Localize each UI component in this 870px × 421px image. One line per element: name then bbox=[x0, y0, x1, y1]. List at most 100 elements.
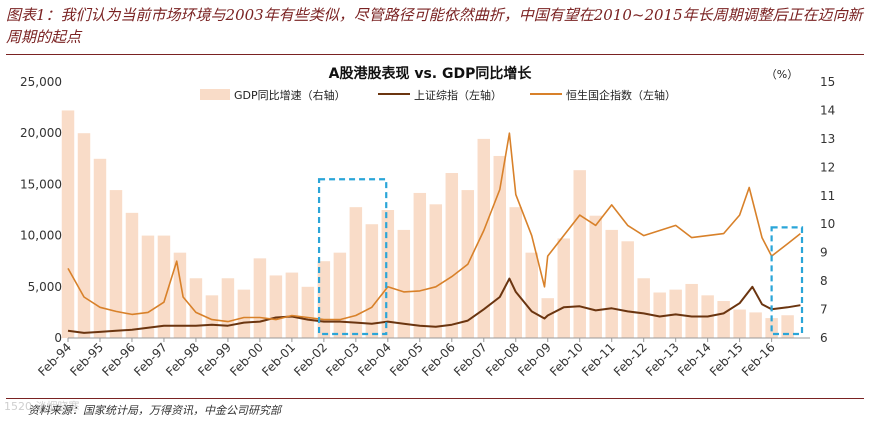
gdp-bar bbox=[285, 272, 299, 338]
hscei-line bbox=[67, 132, 801, 323]
x-tick-label: Feb-13 bbox=[643, 340, 682, 379]
gdp-bar bbox=[125, 212, 139, 338]
gdp-bar bbox=[493, 155, 507, 338]
right-tick-label: 7 bbox=[820, 303, 828, 317]
gdp-bar bbox=[781, 315, 794, 338]
legend-label-hscei: 恒生国企指数（左轴） bbox=[566, 88, 676, 102]
left-tick-label: 10,000 bbox=[20, 229, 62, 243]
gdp-bar bbox=[589, 215, 602, 338]
x-tick-label: Feb-07 bbox=[451, 340, 490, 379]
right-tick-label: 12 bbox=[820, 160, 835, 174]
gdp-bar bbox=[205, 295, 219, 338]
gdp-bar bbox=[141, 235, 155, 338]
x-tick-label: Feb-03 bbox=[323, 340, 362, 379]
right-tick-label: 8 bbox=[820, 274, 828, 288]
x-tick-label: Feb-14 bbox=[675, 340, 714, 379]
gdp-bar bbox=[685, 283, 698, 338]
gdp-bar bbox=[397, 229, 411, 338]
x-tick-label: Feb-12 bbox=[611, 340, 650, 379]
gdp-bar bbox=[365, 224, 379, 338]
right-tick-label: 11 bbox=[820, 189, 835, 203]
x-tick-label: Feb-94 bbox=[35, 340, 74, 379]
gdp-bar bbox=[749, 312, 762, 338]
x-tick-label: Feb-95 bbox=[67, 340, 106, 379]
gdp-bar bbox=[221, 278, 235, 338]
watermark: 1520 淡烟晓寒 bbox=[4, 400, 80, 413]
gdp-bar bbox=[173, 252, 187, 338]
x-tick-label: Feb-02 bbox=[291, 340, 330, 379]
right-tick-label: 15 bbox=[820, 75, 835, 89]
x-tick-label: Feb-97 bbox=[131, 340, 170, 379]
gdp-bar bbox=[509, 207, 522, 338]
right-tick-label: 9 bbox=[820, 246, 828, 260]
gdp-bar bbox=[621, 241, 634, 338]
gdp-bar bbox=[157, 235, 171, 338]
x-tick-label: Feb-10 bbox=[547, 340, 586, 379]
x-tick-label: Feb-04 bbox=[355, 340, 394, 379]
x-tick-label: Feb-99 bbox=[195, 340, 234, 379]
gdp-bars bbox=[61, 110, 794, 338]
gdp-bar bbox=[93, 158, 107, 338]
legend: GDP同比增速（右轴） 上证综指（左轴） 恒生国企指数（左轴） bbox=[200, 88, 676, 102]
gdp-bar bbox=[269, 275, 283, 338]
gdp-bar bbox=[541, 298, 554, 338]
gdp-bar bbox=[77, 133, 91, 338]
left-tick-label: 25,000 bbox=[20, 75, 62, 89]
gdp-bar bbox=[605, 229, 618, 338]
legend-swatch-gdp bbox=[200, 89, 230, 100]
gdp-bar bbox=[333, 252, 347, 338]
gdp-bar bbox=[109, 190, 123, 338]
x-tick-label: Feb-96 bbox=[99, 340, 138, 379]
gdp-bar bbox=[429, 204, 443, 338]
gdp-bar bbox=[189, 278, 203, 338]
right-axis-unit: （%） bbox=[766, 68, 798, 81]
x-tick-label: Feb-16 bbox=[739, 340, 778, 379]
gdp-bar bbox=[253, 258, 267, 338]
right-tick-label: 13 bbox=[820, 132, 835, 146]
x-tick-label: Feb-00 bbox=[227, 340, 266, 379]
gdp-bar bbox=[557, 238, 570, 338]
left-tick-label: 20,000 bbox=[20, 126, 62, 140]
legend-label-shanghai: 上证综指（左轴） bbox=[414, 88, 502, 102]
gdp-bar bbox=[573, 170, 586, 338]
x-tick-label: Feb-05 bbox=[387, 340, 426, 379]
gdp-bar bbox=[413, 192, 427, 338]
gdp-bar bbox=[237, 289, 251, 338]
right-tick-label: 10 bbox=[820, 217, 835, 231]
chart-title: A股港股表现 vs. GDP同比增长 bbox=[329, 65, 533, 82]
left-tick-label: 5,000 bbox=[28, 280, 62, 294]
left-tick-label: 0 bbox=[54, 331, 62, 345]
source-note: 资料来源：国家统计局，万得资讯，中金公司研究部 bbox=[28, 404, 281, 417]
gdp-bar bbox=[717, 301, 730, 338]
source-divider bbox=[6, 398, 864, 399]
left-tick-label: 15,000 bbox=[20, 177, 62, 191]
gdp-bar bbox=[381, 210, 395, 338]
gdp-bar bbox=[301, 286, 315, 338]
gdp-bar bbox=[525, 252, 538, 338]
x-tick-label: Feb-01 bbox=[259, 340, 298, 379]
gdp-bar bbox=[61, 110, 75, 338]
gdp-bar bbox=[477, 138, 491, 338]
legend-label-gdp: GDP同比增速（右轴） bbox=[234, 88, 346, 102]
highlight-box bbox=[770, 226, 804, 336]
figure-caption: 图表1：我们认为当前市场环境与2003年有些类似，尽管路径可能依然曲折，中国有望… bbox=[6, 6, 863, 46]
shanghai-composite-line bbox=[67, 277, 801, 334]
caption-divider bbox=[6, 54, 864, 55]
x-tick-label: Feb-08 bbox=[483, 340, 522, 379]
gdp-bar bbox=[637, 278, 650, 338]
gdp-bar bbox=[445, 173, 459, 338]
x-tick-label: Feb-98 bbox=[163, 340, 202, 379]
gdp-bar bbox=[349, 207, 363, 338]
right-tick-label: 6 bbox=[820, 331, 828, 345]
x-tick-label: Feb-06 bbox=[419, 340, 458, 379]
highlight-box bbox=[317, 178, 388, 336]
highlight-boxes bbox=[317, 178, 804, 336]
gdp-bar bbox=[733, 309, 746, 338]
x-tick-label: Feb-09 bbox=[515, 340, 554, 379]
right-tick-label: 14 bbox=[820, 103, 835, 117]
x-tick-label: Feb-11 bbox=[579, 340, 618, 379]
x-tick-label: Feb-15 bbox=[707, 340, 746, 379]
gdp-bar bbox=[653, 292, 666, 338]
index-lines bbox=[67, 132, 801, 334]
